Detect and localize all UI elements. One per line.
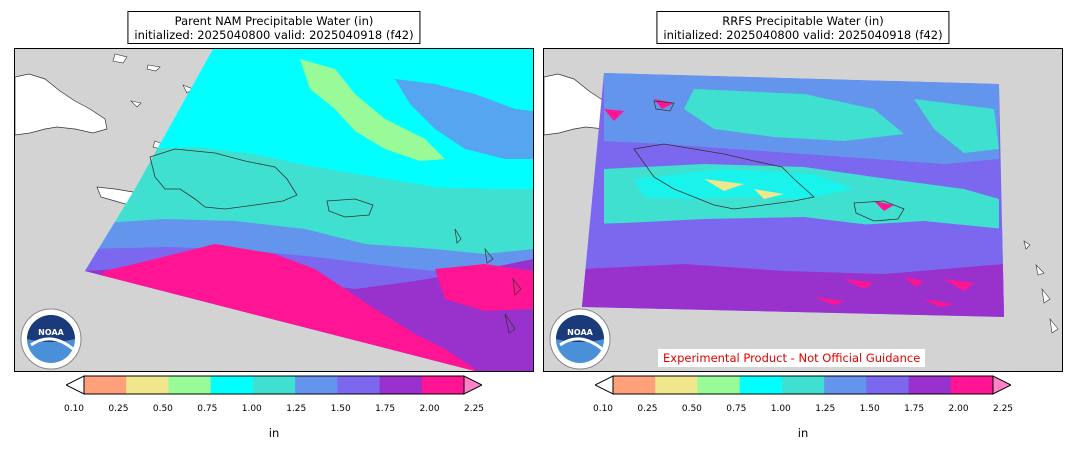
colorbar-cell (84, 376, 127, 394)
svg-text:NOAA: NOAA (38, 328, 64, 337)
colorbar-cell (295, 376, 338, 394)
colorbar-cell (781, 376, 825, 394)
nam-title: Parent NAM Precipitable Water (in) initi… (127, 11, 421, 44)
rrfs-colorbar (595, 375, 1011, 395)
rrfs-map: NOAA Experimental Product - Not Official… (543, 48, 1063, 372)
colorbar-cell (908, 376, 952, 394)
rrfs-map-canvas: NOAA (544, 73, 1059, 370)
colorbar-tick-label: 2.25 (463, 404, 485, 414)
rrfs-title: RRFS Precipitable Water (in) initialized… (656, 11, 950, 44)
colorbar-cell (210, 376, 254, 394)
nam-colorbar (66, 375, 482, 395)
colorbar-tick-label: 1.00 (241, 404, 262, 414)
colorbar-cell (950, 376, 994, 394)
colorbar-tick-label: 1.50 (330, 404, 351, 414)
colorbar-tick-label: 1.00 (770, 404, 791, 414)
colorbar-tick-label: 0.75 (726, 404, 747, 414)
colorbar-tick-label: 0.50 (681, 404, 702, 414)
colorbar-tick-label: 2.00 (948, 404, 969, 414)
nam-panel: Parent NAM Precipitable Water (in) initi… (14, 0, 534, 455)
colorbar-cell (824, 376, 867, 394)
colorbar-tick-label: 1.25 (286, 404, 307, 414)
colorbar-tick-label: 0.10 (63, 404, 85, 414)
svg-text:NOAA: NOAA (567, 328, 593, 337)
colorbar-cell (337, 376, 381, 394)
colorbar-tick-label: 0.10 (592, 404, 614, 414)
colorbar-cell (168, 376, 212, 394)
nam-colorbar-ticks: 0.10 0.25 0.50 0.75 1.00 1.25 1.50 1.75 2.00 2.25 (64, 404, 484, 418)
rrfs-colorbar-units: in (797, 426, 809, 440)
nam-colorbar-units: in (268, 426, 280, 440)
rrfs-title-line2: initialized: 2025040800 valid: 202504091… (663, 28, 943, 42)
colorbar-cell (252, 376, 296, 394)
colorbar-cell (126, 376, 169, 394)
colorbar-tick-label: 1.75 (904, 404, 925, 414)
colorbar-tick-label: 0.25 (637, 404, 658, 414)
colorbar-tick-label: 1.50 (859, 404, 880, 414)
colorbar-tick-label: 0.75 (197, 404, 218, 414)
colorbar-tick-label: 2.25 (992, 404, 1014, 414)
rrfs-panel: RRFS Precipitable Water (in) initialized… (543, 0, 1063, 455)
nam-title-line1: Parent NAM Precipitable Water (in) (174, 14, 374, 28)
colorbar-cell (421, 376, 465, 394)
colorbar-tick-label: 1.75 (375, 404, 396, 414)
colorbar-cell (613, 376, 656, 394)
colorbar-cell (655, 376, 698, 394)
colorbar-cell (866, 376, 910, 394)
nam-map: NOAA (14, 48, 534, 372)
nam-map-canvas: NOAA (15, 49, 533, 371)
nam-title-line2: initialized: 2025040800 valid: 202504091… (134, 28, 414, 42)
rrfs-colorbar-ticks: 0.10 0.25 0.50 0.75 1.00 1.25 1.50 1.75 2.00 2.25 (593, 404, 1013, 418)
noaa-logo-icon: NOAA (549, 308, 611, 370)
colorbar-tick-label: 0.50 (152, 404, 173, 414)
colorbar-cell (697, 376, 741, 394)
experimental-disclaimer: Experimental Product - Not Official Guid… (658, 349, 926, 367)
colorbar-cell (739, 376, 783, 394)
rrfs-title-line1: RRFS Precipitable Water (in) (722, 14, 884, 28)
noaa-logo-icon: NOAA (20, 308, 82, 370)
colorbar-tick-label: 2.00 (419, 404, 440, 414)
colorbar-tick-label: 1.25 (815, 404, 836, 414)
colorbar-cell (379, 376, 423, 394)
colorbar-tick-label: 0.25 (108, 404, 129, 414)
